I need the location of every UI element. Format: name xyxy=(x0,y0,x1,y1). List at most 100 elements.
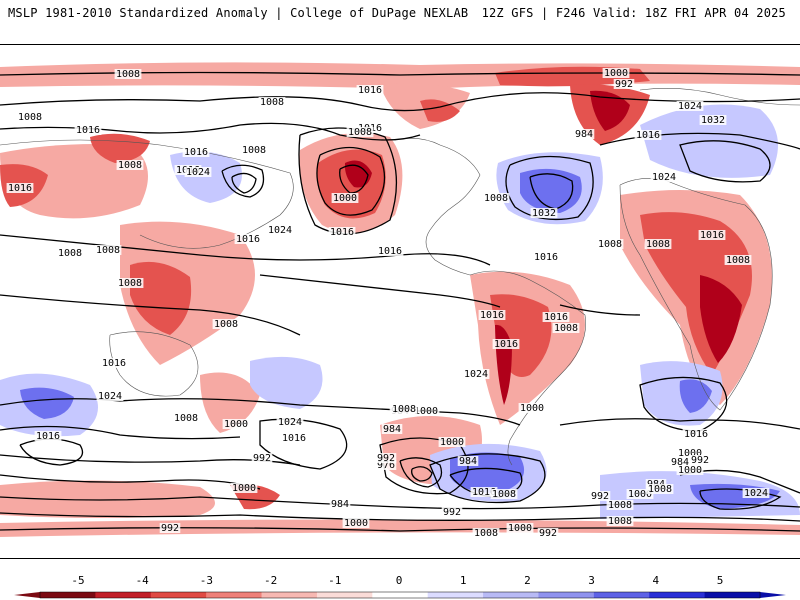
isobar-label: 1008 xyxy=(348,127,372,138)
colorbar-tick-label: 2 xyxy=(524,574,531,587)
anomaly-region xyxy=(130,261,192,335)
isobar-label: 1024 xyxy=(98,391,122,402)
isobar-label: 1000 xyxy=(232,483,256,494)
isobar-label-bg xyxy=(518,403,546,413)
isobar-label: 1008 xyxy=(96,245,120,256)
isobar-label: 1000 xyxy=(414,406,438,417)
colorbar-swatch xyxy=(95,592,152,598)
isobar-label-bg xyxy=(116,160,144,170)
colorbar-swatch xyxy=(40,592,96,598)
isobar-label-bg xyxy=(212,319,240,329)
isobar-label-bg xyxy=(626,489,654,499)
colorbar-tick-label: 5 xyxy=(717,574,724,587)
isobar-label: 992 xyxy=(161,523,179,534)
colorbar-swatch xyxy=(483,592,539,598)
isobar-label-bg xyxy=(376,246,404,256)
isobar-contour xyxy=(559,418,800,430)
isobar-contour xyxy=(529,173,574,210)
isobar-label-bg xyxy=(74,125,102,135)
anomaly-region xyxy=(679,379,712,413)
colorbar-swatch xyxy=(316,592,373,598)
anomaly-region xyxy=(590,90,630,131)
colorbar-swatch xyxy=(649,592,706,598)
isobar-label-bg xyxy=(462,369,490,379)
isobar-contour-layer xyxy=(0,71,800,532)
colorbar-outline xyxy=(39,591,761,599)
isobar-contour xyxy=(339,164,369,194)
isobar-contour xyxy=(0,294,301,336)
isobar-label: 1000 xyxy=(520,403,544,414)
isobar-label-bg xyxy=(613,79,635,89)
anomaly-region xyxy=(170,151,242,203)
isobar-label: 1000 xyxy=(628,489,652,500)
isobar-label: 1016 xyxy=(472,487,496,498)
colorbar-swatch xyxy=(427,592,484,598)
isobar-label-bg xyxy=(602,68,630,78)
isobar-label: 1024 xyxy=(744,488,768,499)
colorbar-swatch xyxy=(206,592,263,598)
isobar-label-bg xyxy=(682,429,710,439)
isobar-label: 1016 xyxy=(282,433,306,444)
anomaly-region xyxy=(200,372,260,433)
isobar-label-bg xyxy=(689,455,711,465)
isobar-label-bg xyxy=(441,507,463,517)
isobar-label: 992 xyxy=(691,455,709,466)
isobar-label-bg xyxy=(276,417,304,427)
colorbar-swatch xyxy=(704,592,761,598)
isobar-label: 1000 xyxy=(333,193,357,204)
isobar-label: 984 xyxy=(575,129,593,140)
isobar-label-bg xyxy=(698,230,726,240)
isobar-label: 1008 xyxy=(58,248,82,259)
isobar-label-bg xyxy=(258,97,286,107)
isobar-label: 1024 xyxy=(464,369,488,380)
isobar-label: 1016 xyxy=(480,310,504,321)
isobar-label: 1024 xyxy=(652,172,676,183)
isobar-label-bg xyxy=(182,147,210,157)
anomaly-shading-layer xyxy=(0,62,800,537)
isobar-label-bg xyxy=(724,255,752,265)
isobar-label-bg xyxy=(742,488,770,498)
isobar-label-bg xyxy=(606,516,634,526)
coastline xyxy=(639,88,800,106)
isobar-label-bg xyxy=(530,208,558,218)
isobar-label-bg xyxy=(438,437,466,447)
colorbar-tick-label: -2 xyxy=(264,574,277,587)
colorbar-tick-label: -5 xyxy=(71,574,84,587)
isobar-label-bg xyxy=(650,172,678,182)
anomaly-region xyxy=(0,480,215,518)
anomaly-region xyxy=(20,387,74,419)
isobar-label: 1016 xyxy=(700,230,724,241)
anomaly-region xyxy=(90,133,150,163)
anomaly-region xyxy=(700,275,742,363)
colorbar-tick-label: 3 xyxy=(588,574,595,587)
isobar-contour xyxy=(379,437,469,495)
isobar-label-bg xyxy=(34,431,62,441)
map-canvas: 1008 1008 1000 992 1008 1016 1016 1008 1016 1024 1… xyxy=(0,45,800,558)
isobar-label: 984 xyxy=(331,499,349,510)
isobar-label-bg xyxy=(356,85,384,95)
isobar-label: 1008 xyxy=(598,239,622,250)
isobar-label-bg xyxy=(234,234,262,244)
isobar-label: 1008 xyxy=(554,323,578,334)
isobar-label: 1008 xyxy=(174,413,198,424)
colorbar: -5 -4 -3 -2 -1 0 1 2 3 4 5 xyxy=(14,574,786,599)
isobar-label-bg xyxy=(532,252,560,262)
isobar-label-bg xyxy=(328,227,356,237)
colorbar-tick-labels: -5 -4 -3 -2 -1 0 1 2 3 4 5 xyxy=(71,574,723,587)
isobar-label-bg xyxy=(16,112,44,122)
isobar-label-bg xyxy=(589,491,611,501)
isobar-label-bg xyxy=(266,225,294,235)
isobar-label: 1024 xyxy=(278,417,302,428)
coastline xyxy=(619,178,773,411)
isobar-label-bg xyxy=(375,453,397,463)
isobar-label: 984 xyxy=(671,457,689,468)
isobar-contour xyxy=(0,474,261,490)
isobar-label: 976 xyxy=(377,460,395,471)
isobar-label: 1000 xyxy=(508,523,532,534)
anomaly-map: 1008 1008 1000 992 1008 1016 1016 1008 1016 1024 1… xyxy=(0,44,800,559)
isobar-contour xyxy=(0,92,800,112)
isobar-label-bg xyxy=(506,523,534,533)
colorbar-swatches xyxy=(14,591,786,599)
isobar-label: 992 xyxy=(377,453,395,464)
isobar-label-bg xyxy=(329,499,351,509)
